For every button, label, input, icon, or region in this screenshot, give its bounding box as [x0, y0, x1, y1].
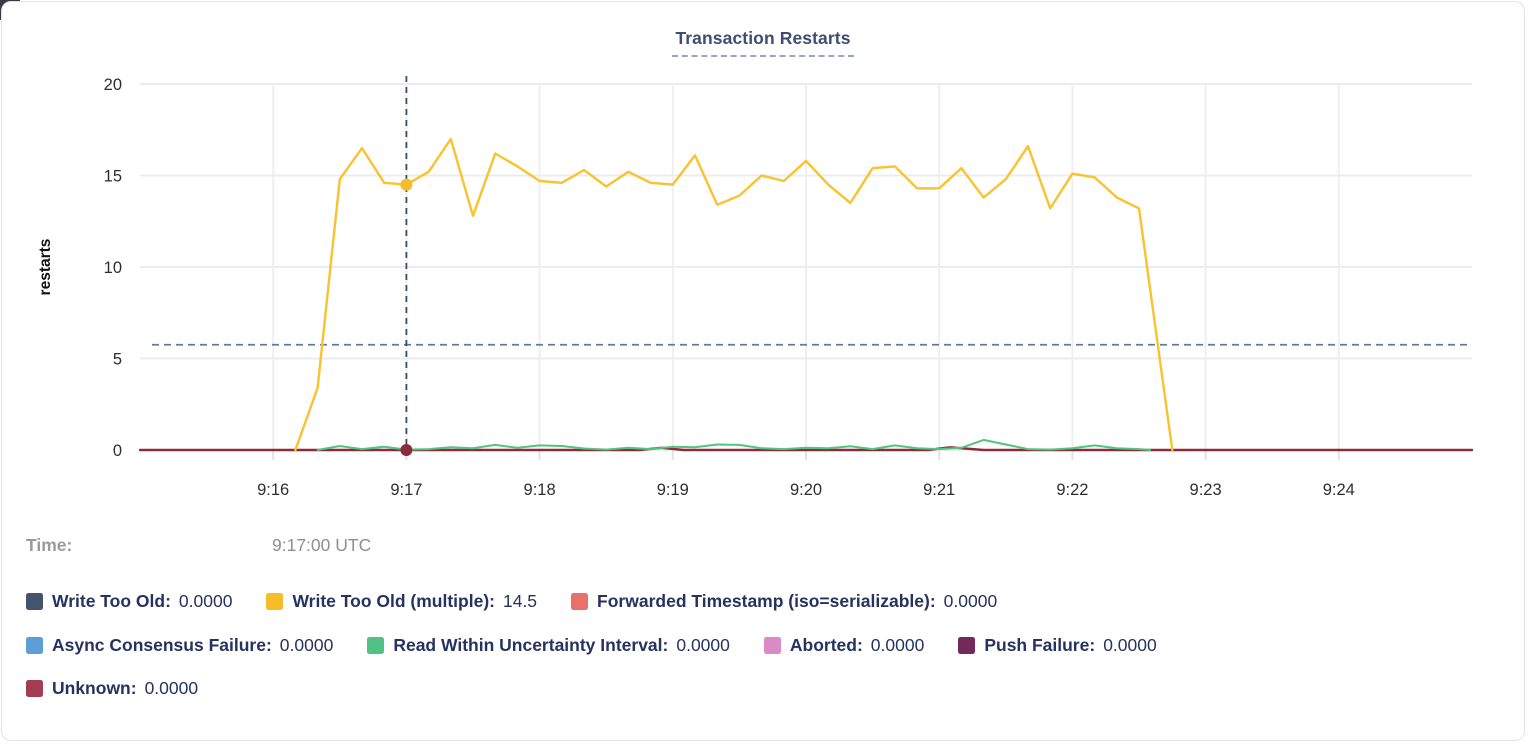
- legend-label: Aborted:: [789, 635, 863, 655]
- legend-item[interactable]: Write Too Old: 0.0000: [26, 591, 232, 612]
- x-tick-label: 9:18: [524, 481, 556, 499]
- legend-swatch-icon: [266, 593, 284, 610]
- legend-swatch-icon: [367, 637, 385, 654]
- plot-area[interactable]: [140, 84, 1472, 450]
- chart-title-wrap: Transaction Restarts: [2, 28, 1524, 57]
- legend-swatch-icon: [763, 637, 781, 654]
- legend-value: 0.0000: [870, 635, 925, 655]
- legend-swatch-icon: [26, 680, 43, 697]
- y-tick-label: 20: [104, 76, 122, 94]
- tooltip-time-value: 9:17:00 UTC: [272, 535, 372, 555]
- legend-value: 0.0000: [178, 591, 233, 611]
- legend-item[interactable]: Forwarded Timestamp (iso=serializable): 0…: [571, 591, 997, 612]
- x-tick-label: 9:22: [1056, 481, 1088, 499]
- legend-swatch-icon: [26, 637, 43, 654]
- y-axis-label: restarts: [37, 239, 54, 296]
- legend-row-3: Unknown: 0.0000: [26, 678, 198, 699]
- x-tick-label: 9:16: [257, 481, 289, 499]
- y-tick-label: 0: [113, 442, 122, 460]
- series-line: [316, 438, 1152, 451]
- legend-label: Write Too Old (multiple):: [292, 591, 495, 611]
- tooltip-time-row: Time: 9:17:00 UTC: [26, 535, 371, 556]
- legend-value: 0.0000: [144, 678, 199, 698]
- legend-value: 0.0000: [676, 635, 730, 655]
- x-tick-label: 9:17: [390, 481, 422, 499]
- y-tick-label: 15: [104, 168, 122, 186]
- chart-title: Transaction Restarts: [672, 28, 854, 57]
- y-tick-label: 10: [104, 259, 122, 277]
- highlight-dot: [400, 444, 413, 456]
- x-tick-label: 9:24: [1323, 481, 1355, 499]
- legend-label: Push Failure:: [984, 635, 1096, 655]
- legend-item[interactable]: Unknown: 0.0000: [26, 678, 198, 699]
- x-tick-label: 9:20: [790, 481, 822, 499]
- x-tick-label: 9:21: [923, 481, 955, 499]
- legend-value: 0.0000: [1103, 635, 1157, 655]
- legend-label: Forwarded Timestamp (iso=serializable):: [597, 591, 936, 611]
- highlight-dot: [400, 178, 413, 191]
- legend-item[interactable]: Push Failure: 0.0000: [958, 635, 1157, 656]
- x-tick-label: 9:23: [1190, 481, 1222, 499]
- legend-value: 14.5: [502, 591, 538, 611]
- legend-row-2: Async Consensus Failure: 0.0000 Read Withi…: [26, 635, 1157, 656]
- legend-label: Read Within Uncertainty Interval:: [393, 635, 669, 655]
- legend-item[interactable]: Write Too Old (multiple): 14.5: [266, 591, 537, 612]
- legend-value: 0.0000: [943, 591, 998, 611]
- legend-item[interactable]: Read Within Uncertainty Interval: 0.0000: [367, 635, 730, 656]
- legend-value: 0.0000: [279, 635, 334, 655]
- legend-label: Async Consensus Failure:: [52, 635, 272, 655]
- x-tick-label: 9:19: [657, 481, 689, 499]
- legend-swatch-icon: [26, 593, 43, 610]
- tooltip-time-label: Time:: [26, 535, 73, 555]
- y-tick-label: 5: [113, 351, 122, 369]
- legend-label: Unknown:: [52, 678, 137, 698]
- legend-item[interactable]: Async Consensus Failure: 0.0000: [26, 635, 333, 656]
- legend-item[interactable]: Aborted: 0.0000: [763, 635, 925, 656]
- legend-row-1: Write Too Old: 0.0000 Write Too Old (multi…: [26, 591, 997, 612]
- legend-swatch-icon: [958, 637, 976, 654]
- chart-svg[interactable]: 0 5 10 15 20 9:16 9:17 9:18 9:19 9:20 9:21 9:22 9:23…: [2, 62, 1528, 522]
- legend-label: Write Too Old:: [52, 591, 171, 611]
- series-line: [294, 137, 1174, 452]
- legend-swatch-icon: [571, 593, 589, 610]
